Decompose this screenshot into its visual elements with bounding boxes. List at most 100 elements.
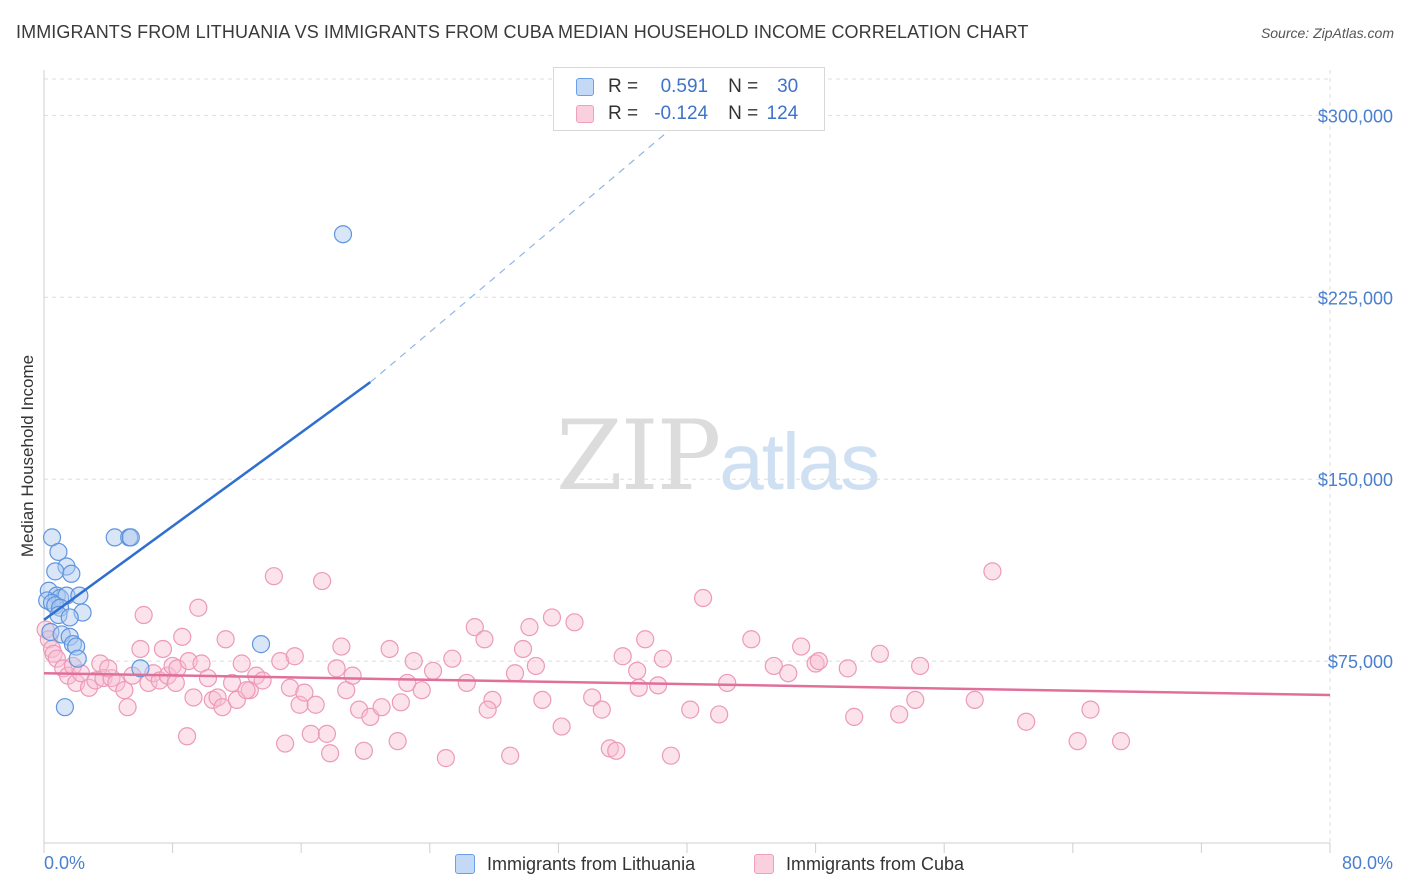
cuba-point: [131, 639, 150, 659]
legend-row-cuba: R = -0.124 N = 124: [576, 103, 798, 125]
cuba-point: [290, 695, 309, 714]
lithuania-point: [60, 608, 79, 627]
legend-r-value-cuba: -0.124: [654, 103, 709, 124]
cuba-point: [166, 673, 185, 693]
lithuania-point: [41, 622, 60, 642]
lithuania-point: [49, 542, 68, 562]
chart-title: IMMIGRANTS FROM LITHUANIA VS IMMIGRANTS …: [16, 22, 1029, 42]
lithuania-point: [55, 698, 74, 717]
cuba-point: [565, 613, 584, 632]
cuba-point: [47, 649, 66, 668]
legend-swatch-lithuania: [576, 78, 594, 96]
cuba-point: [423, 661, 443, 680]
lithuania-point: [251, 635, 271, 654]
cuba-point: [661, 746, 681, 765]
cuba-point: [343, 666, 362, 685]
cuba-point: [890, 705, 909, 724]
lithuania-point: [333, 225, 353, 244]
legend-n-value-cuba: 124: [766, 103, 799, 124]
cuba-point: [501, 746, 520, 765]
cuba-points: [36, 562, 1131, 768]
cuba-point: [764, 656, 783, 676]
cuba-point: [542, 608, 562, 627]
cuba-trend-line: [43, 671, 1331, 697]
cuba-point: [388, 732, 407, 751]
legend-n-label: N =: [728, 76, 759, 97]
y-tick-label: $225,000: [1318, 288, 1393, 308]
cuba-point: [349, 700, 369, 719]
cuba-point: [1068, 732, 1087, 751]
bottom-legend-swatch-cuba: [754, 854, 774, 874]
cuba-point: [583, 688, 602, 707]
cuba-point: [412, 681, 431, 700]
x-tick-label: 0.0%: [44, 853, 85, 873]
cuba-point: [465, 618, 484, 637]
legend-swatch-cuba: [576, 105, 594, 123]
cuba-point: [232, 654, 251, 673]
cuba-point: [478, 700, 497, 719]
axes: [43, 70, 1331, 853]
cuba-point: [607, 741, 626, 760]
legend-n-label: N =: [728, 103, 759, 124]
cuba-point: [372, 698, 391, 717]
cuba-point: [845, 707, 864, 726]
lithuania-point: [62, 564, 81, 583]
cuba-point: [513, 639, 533, 659]
legend-r-label: R =: [608, 103, 639, 124]
cuba-point: [213, 698, 232, 717]
cuba-point: [910, 656, 930, 676]
cuba-point: [681, 700, 700, 719]
cuba-point: [838, 659, 857, 678]
cuba-point: [653, 649, 672, 668]
y-tick-label: $75,000: [1328, 652, 1393, 672]
legend-r-value-lithuania: 0.591: [660, 76, 709, 97]
cuba-point: [173, 627, 192, 646]
cuba-point: [613, 647, 632, 666]
trend-lines: [43, 114, 1331, 697]
cuba-point: [592, 700, 611, 719]
cuba-point: [483, 690, 502, 710]
cuba-point: [404, 651, 423, 671]
cuba-point: [168, 659, 187, 678]
cuba-point: [628, 661, 647, 680]
watermark-atlas: atlas: [719, 417, 880, 506]
legend-row-lithuania: R = 0.591 N = 30: [576, 76, 798, 98]
cuba-point: [306, 695, 325, 714]
cuba-point: [1111, 732, 1131, 751]
correlation-legend: R = 0.591 N = 30 R = -0.124 N = 124: [553, 67, 825, 131]
bottom-legend-lithuania: Immigrants from Lithuania: [455, 852, 695, 876]
cuba-point: [177, 727, 197, 746]
cuba-point: [1081, 700, 1100, 719]
cuba-point: [380, 639, 399, 659]
cuba-point: [295, 683, 314, 702]
bottom-legend-label-cuba: Immigrants from Cuba: [786, 853, 965, 874]
cuba-point: [285, 647, 304, 666]
cuba-point: [216, 630, 235, 649]
cuba-point: [792, 637, 811, 656]
cuba-point: [134, 605, 153, 625]
cuba-point: [321, 744, 340, 763]
cuba-point: [870, 644, 890, 663]
cuba-point: [237, 681, 256, 700]
cuba-point: [693, 588, 713, 608]
y-tick-label: $300,000: [1318, 106, 1393, 126]
lithuania-points: [38, 225, 353, 717]
cuba-point: [327, 659, 346, 678]
cuba-point: [99, 659, 118, 678]
cuba-point: [779, 664, 798, 683]
cuba-point: [79, 678, 99, 697]
cuba-point: [710, 705, 729, 724]
lithuania-point: [46, 562, 65, 581]
cuba-point: [253, 671, 272, 690]
cuba-point: [301, 724, 320, 743]
cuba-point: [276, 734, 295, 753]
cuba-point: [317, 724, 337, 743]
cuba-point: [280, 678, 300, 697]
cuba-point: [227, 690, 246, 710]
tick-labels: $300,000 $225,000 $150,000 $75,000 0.0% 80.0%: [44, 106, 1393, 873]
lithuania-point: [131, 659, 150, 678]
cuba-point: [203, 690, 222, 710]
cuba-point: [312, 571, 332, 591]
cuba-point: [636, 630, 655, 649]
